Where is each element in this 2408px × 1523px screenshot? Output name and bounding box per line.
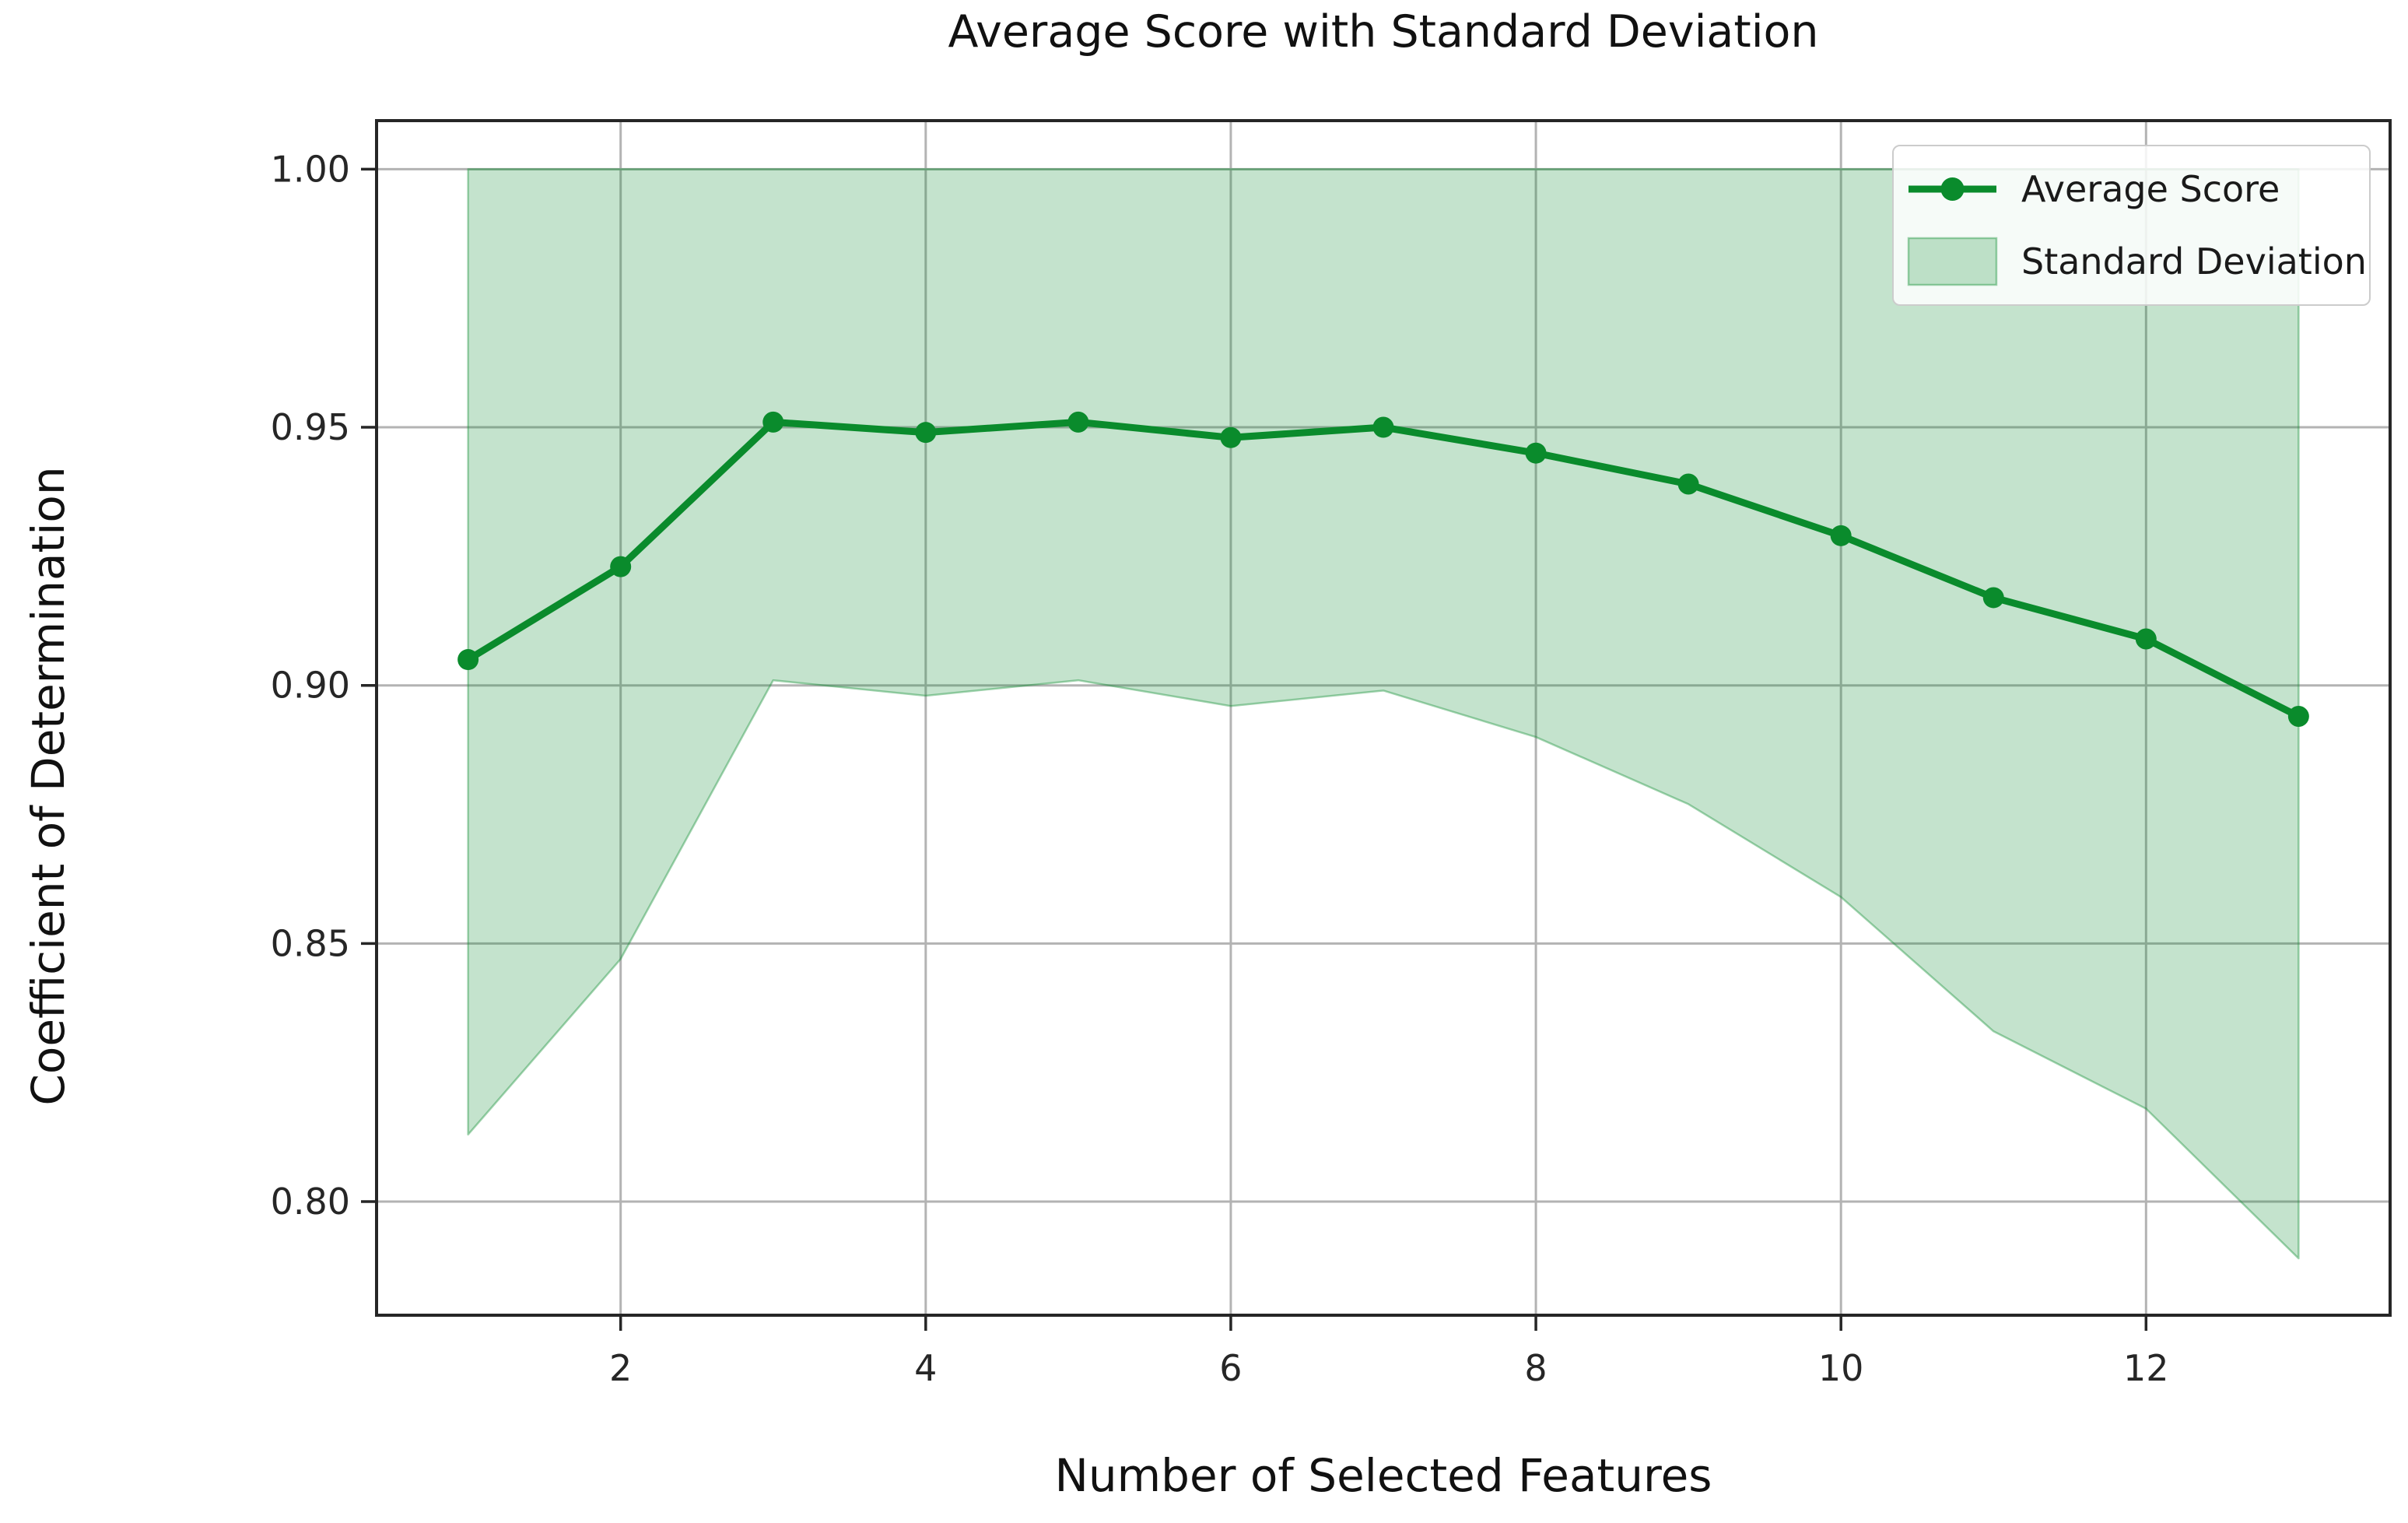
data-point-marker [457,649,479,671]
data-point-marker [1067,411,1089,433]
y-axis-label: Coefficient of Determination [22,466,75,1106]
x-tick-label: 10 [1818,1347,1864,1389]
y-tick-label: 0.85 [271,922,350,964]
x-tick-label: 4 [914,1347,937,1389]
y-tick-label: 0.80 [271,1181,350,1223]
legend-line-icon [1909,177,1996,201]
data-point-marker [1677,473,1699,495]
axes-frame [375,119,2392,1317]
chart-title: Average Score with Standard Deviation [948,6,1819,58]
data-point-marker [610,556,632,577]
y-tick-label: 0.90 [271,665,350,707]
legend-label-average-score: Average Score [2021,168,2280,210]
legend-patch-icon [1907,237,1998,286]
data-point-marker [1372,416,1394,438]
average-score-line-layer [457,411,2309,728]
grid-layer [377,121,2390,1315]
x-tick-label: 12 [2123,1347,2169,1389]
legend: Average Score Standard Deviation [1892,145,2371,306]
data-point-marker [1982,587,2004,609]
data-point-marker [762,411,784,433]
legend-entry-standard-deviation: Standard Deviation [1894,227,2369,296]
legend-label-standard-deviation: Standard Deviation [2021,240,2367,282]
data-point-marker [1220,426,1242,448]
data-point-marker [2287,706,2309,728]
y-tick-label: 0.95 [271,406,350,448]
x-axis-label: Number of Selected Features [1054,1449,1712,1502]
std-deviation-band [467,168,2300,1260]
data-point-marker [1830,525,1852,546]
axes-layer: 2 4 6 8 10 12 0.80 0.85 0.90 0.95 1.00 [271,119,2392,1389]
legend-entry-average-score: Average Score [1894,155,2369,223]
x-tick-label: 2 [609,1347,632,1389]
data-point-marker [2135,628,2157,650]
y-tick-label: 1.00 [271,148,350,190]
x-tick-label: 8 [1524,1347,1547,1389]
std-deviation-band-layer [467,168,2300,1260]
x-tick-label: 6 [1219,1347,1242,1389]
data-point-marker [1525,442,1547,464]
data-point-marker [915,422,937,444]
